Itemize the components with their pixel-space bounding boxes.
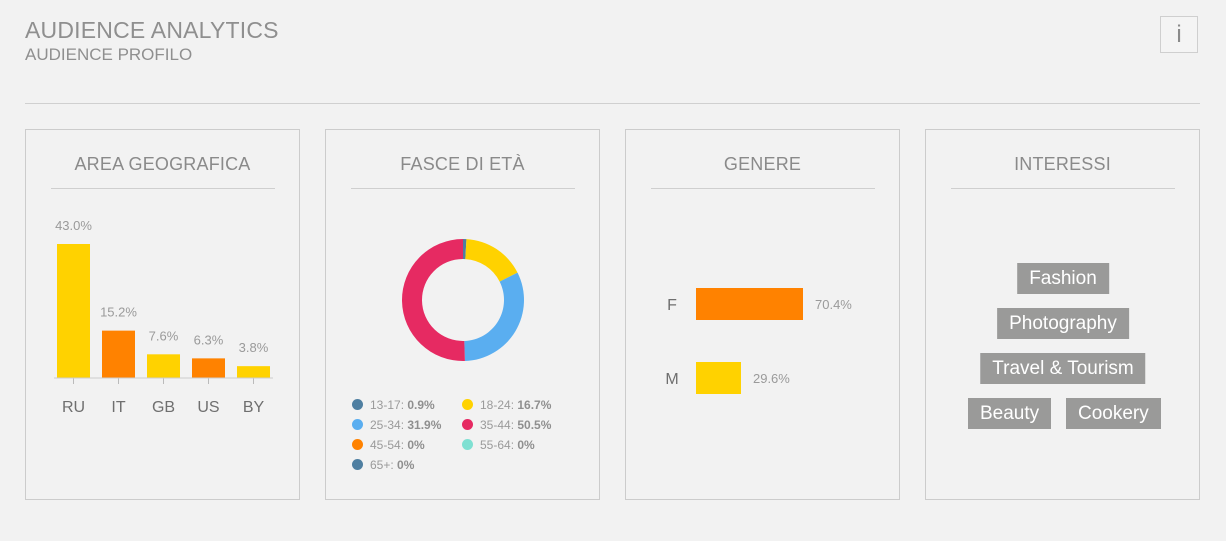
interest-tag-travel-tourism[interactable]: Travel & Tourism (980, 353, 1146, 384)
age-slice-18-24 (465, 239, 518, 282)
age-legend-value: 0% (397, 458, 415, 472)
age-legend-item: 65+: 0% (352, 458, 414, 472)
interest-tag-photography[interactable]: Photography (997, 308, 1129, 339)
legend-dot-icon (352, 459, 363, 470)
age-legend-item: 35-44: 50.5% (462, 418, 551, 432)
age-legend-value: 0% (517, 438, 535, 452)
interests-card-divider (951, 188, 1175, 189)
geo-category-label-gb: GB (152, 399, 175, 416)
age-legend-value: 31.9% (407, 418, 442, 432)
gender-bar-m (696, 362, 741, 394)
age-legend-label: 18-24: (480, 398, 518, 412)
geo-value-label-ru: 43.0% (55, 218, 92, 233)
age-legend-label: 35-44: (480, 418, 518, 432)
interests-card-title: INTERESSI (1014, 154, 1111, 174)
geo-card: AREA GEOGRAFICA 43.0% RU 15.2% IT 7.6% GB 6.3%… (25, 129, 300, 500)
age-donut-chart (401, 239, 524, 361)
geo-bar-gb (147, 354, 180, 378)
gender-card-title: GENERE (723, 154, 802, 174)
geo-value-label-it: 15.2% (100, 305, 137, 320)
age-legend-value: 0% (407, 438, 425, 452)
age-legend-label: 13-17: (370, 398, 408, 412)
geo-value-label-us: 6.3% (194, 332, 224, 347)
age-legend-label: 65+: (370, 458, 398, 472)
info-button[interactable]: i (1160, 16, 1198, 53)
age-slice-35-44 (401, 239, 465, 361)
age-legend-item: 45-54: 0% (352, 438, 425, 452)
legend-dot-icon (462, 419, 473, 430)
age-legend-value: 16.7% (517, 398, 552, 412)
gender-bar-f (696, 288, 803, 320)
page-title: AUDIENCE ANALYTICS (25, 17, 279, 43)
age-legend-label: 45-54: (370, 438, 408, 452)
geo-category-label-us: US (197, 399, 219, 416)
geo-category-label-by: BY (243, 399, 265, 416)
gender-card-divider (651, 188, 875, 189)
legend-dot-icon (462, 439, 473, 450)
age-card-divider (351, 188, 575, 189)
age-legend-item: 13-17: 0.9% (352, 398, 435, 412)
age-legend-item: 25-34: 31.9% (352, 418, 441, 432)
geo-category-label-ru: RU (62, 399, 85, 416)
geo-card-title: AREA GEOGRAFICA (74, 154, 251, 174)
interest-tag-beauty[interactable]: Beauty (968, 398, 1052, 429)
geo-value-label-by: 3.8% (239, 340, 269, 355)
geo-bar-ru (57, 244, 90, 378)
gender-category-label-m: M (665, 371, 678, 388)
gender-value-label-m: 29.6% (753, 371, 790, 386)
interest-tag-fashion[interactable]: Fashion (1017, 263, 1109, 294)
geo-value-label-gb: 7.6% (149, 328, 179, 343)
gender-card: GENERE F 70.4% M 29.6% (625, 129, 900, 500)
legend-dot-icon (352, 439, 363, 450)
geo-bar-chart: 43.0% RU 15.2% IT 7.6% GB 6.3% US 3.8% BY (54, 218, 273, 416)
geo-bar-by (237, 366, 270, 378)
page-subtitle: AUDIENCE PROFILO (25, 45, 193, 64)
interest-tag-cookery[interactable]: Cookery (1066, 398, 1161, 429)
gender-category-label-f: F (667, 297, 677, 314)
geo-category-label-it: IT (111, 399, 125, 416)
age-legend-item: 18-24: 16.7% (462, 398, 551, 412)
age-slice-13-17 (463, 239, 467, 260)
legend-dot-icon (352, 399, 363, 410)
geo-bar-us (192, 358, 225, 378)
geo-card-divider (51, 188, 275, 189)
legend-dot-icon (352, 419, 363, 430)
geo-bar-it (102, 330, 135, 378)
age-card-title: FASCE DI ETÀ (400, 154, 525, 174)
age-slice-25-34 (464, 272, 524, 361)
age-legend-value: 50.5% (517, 418, 552, 432)
gender-bar-chart: F 70.4% M 29.6% (665, 288, 852, 394)
interests-card: INTERESSI Fashion Photography Travel & T… (925, 129, 1200, 500)
legend-dot-icon (462, 399, 473, 410)
header-divider (25, 103, 1200, 104)
age-legend-label: 25-34: (370, 418, 408, 432)
age-legend-value: 0.9% (407, 398, 435, 412)
age-legend-item: 55-64: 0% (462, 438, 535, 452)
gender-value-label-f: 70.4% (815, 297, 852, 312)
age-legend-label: 55-64: (480, 438, 518, 452)
age-card: FASCE DI ETÀ 13-17: 0.9% 18-24: 16.7% 25-3… (325, 129, 600, 500)
